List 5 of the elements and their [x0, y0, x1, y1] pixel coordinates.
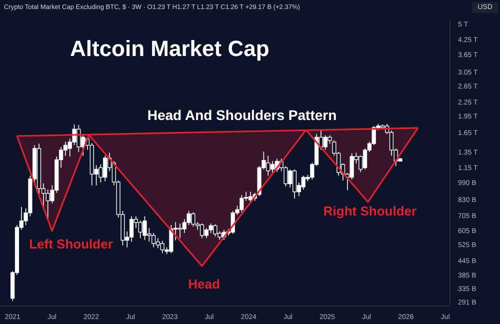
- text: Altcoin Market Cap: [70, 36, 270, 62]
- annotation: Head And Shoulders Pattern: [147, 107, 337, 123]
- annotation: Left Shoulder: [29, 236, 113, 252]
- annotation: Right Shoulder: [323, 204, 417, 218]
- annotation: Head: [188, 276, 220, 292]
